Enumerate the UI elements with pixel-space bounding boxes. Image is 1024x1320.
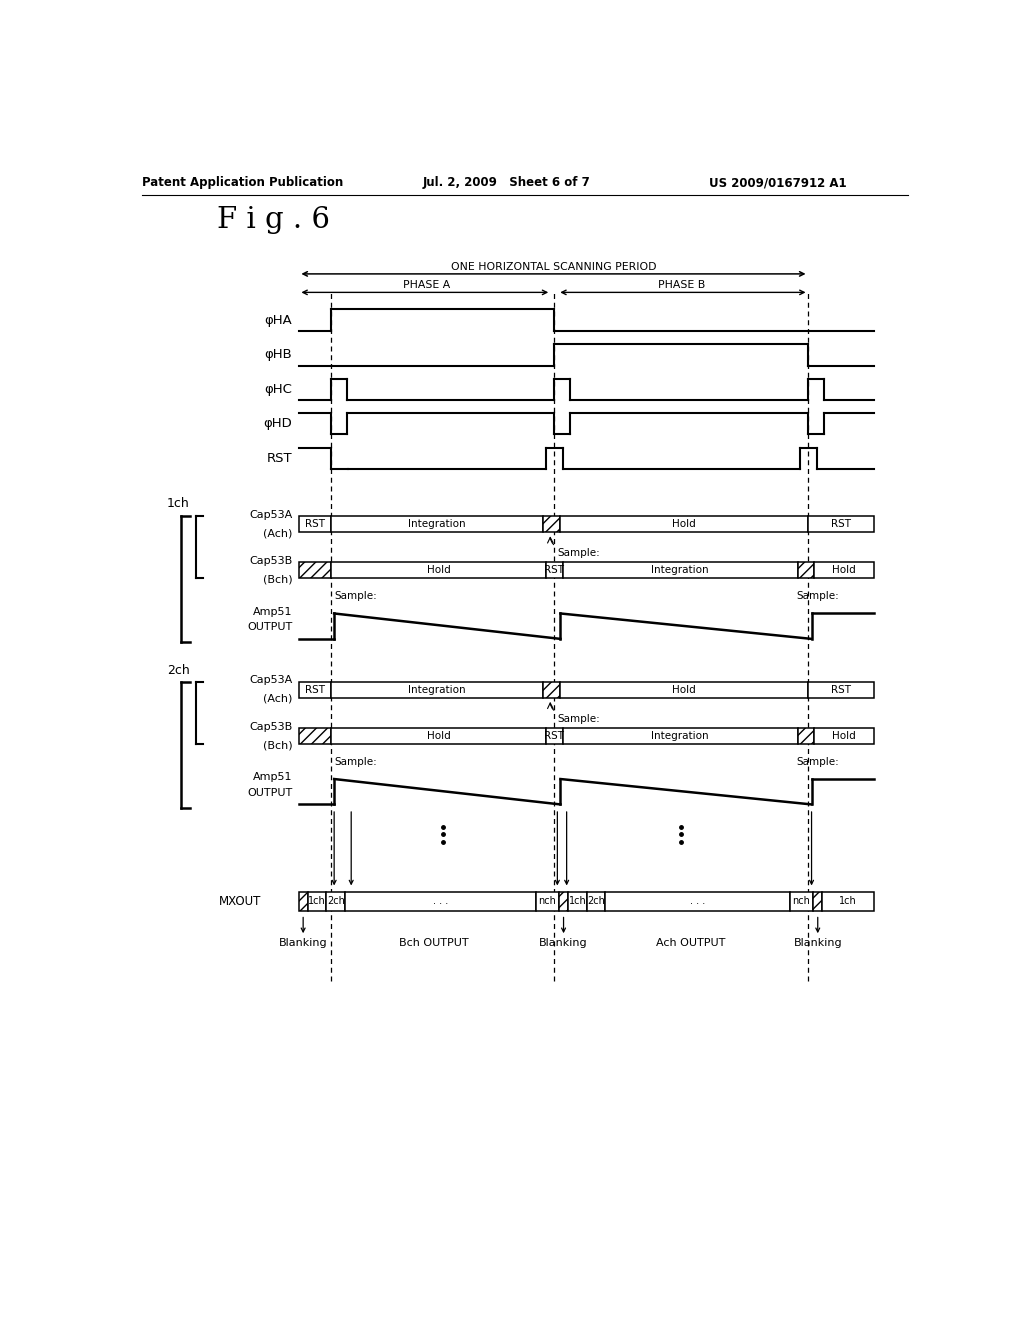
Text: 2ch: 2ch [167, 664, 189, 677]
Bar [331, 562, 546, 578]
Text: RST: RST [544, 565, 564, 576]
Text: Integration: Integration [651, 731, 709, 741]
Text: Amp51: Amp51 [253, 772, 292, 783]
Text: nch: nch [539, 896, 556, 907]
Bar [813, 892, 822, 911]
Bar [790, 892, 813, 911]
Bar [559, 892, 568, 911]
Bar [331, 727, 546, 744]
Bar [605, 892, 790, 911]
Text: Cap53A: Cap53A [249, 510, 292, 520]
Text: Blanking: Blanking [279, 937, 328, 948]
Text: . . .: . . . [690, 896, 706, 907]
Bar [568, 892, 587, 911]
Text: 1ch: 1ch [167, 496, 189, 510]
Bar [299, 892, 308, 911]
Bar [546, 727, 563, 744]
Text: Jul. 2, 2009   Sheet 6 of 7: Jul. 2, 2009 Sheet 6 of 7 [423, 176, 590, 189]
Text: ONE HORIZONTAL SCANNING PERIOD: ONE HORIZONTAL SCANNING PERIOD [451, 261, 656, 272]
Text: nch: nch [793, 896, 810, 907]
Bar [809, 681, 873, 698]
Text: Hold: Hold [672, 685, 696, 694]
Text: Cap53A: Cap53A [249, 676, 292, 685]
Text: Hold: Hold [831, 731, 856, 741]
Bar [814, 727, 873, 744]
Text: (Ach): (Ach) [263, 528, 292, 539]
Bar [546, 562, 563, 578]
Bar [560, 681, 809, 698]
Text: OUTPUT: OUTPUT [247, 622, 292, 632]
Bar [299, 516, 331, 532]
Text: OUTPUT: OUTPUT [247, 788, 292, 797]
Bar [331, 681, 544, 698]
Text: φHA: φHA [264, 314, 292, 326]
Text: PHASE A: PHASE A [402, 280, 450, 290]
Bar [563, 727, 798, 744]
Text: Sample:: Sample: [796, 756, 839, 767]
Text: Cap53B: Cap53B [249, 722, 292, 731]
Bar [299, 727, 331, 744]
Bar [308, 892, 327, 911]
Bar [809, 516, 873, 532]
Text: F i g . 6: F i g . 6 [217, 206, 330, 234]
Text: MXOUT: MXOUT [219, 895, 261, 908]
Bar [822, 892, 873, 911]
Text: Hold: Hold [672, 519, 696, 529]
Text: Sample:: Sample: [334, 591, 377, 601]
Text: RST: RST [544, 731, 564, 741]
Text: Sample:: Sample: [557, 548, 600, 558]
Text: 1ch: 1ch [568, 896, 587, 907]
Text: 1ch: 1ch [839, 896, 857, 907]
Bar [544, 681, 560, 698]
Text: (Bch): (Bch) [263, 741, 292, 750]
Text: RST: RST [305, 519, 325, 529]
Text: 1ch: 1ch [308, 896, 326, 907]
Text: Amp51: Amp51 [253, 607, 292, 616]
Bar [563, 562, 798, 578]
Text: Hold: Hold [427, 565, 451, 576]
Text: φHC: φHC [264, 383, 292, 396]
Text: Ach OUTPUT: Ach OUTPUT [656, 937, 725, 948]
Text: Integration: Integration [651, 565, 709, 576]
Text: (Bch): (Bch) [263, 574, 292, 585]
Text: Hold: Hold [831, 565, 856, 576]
Bar [299, 681, 331, 698]
Text: . . .: . . . [433, 896, 447, 907]
Text: φHB: φHB [264, 348, 292, 362]
Bar [560, 516, 809, 532]
Text: PHASE B: PHASE B [657, 280, 705, 290]
Text: Sample:: Sample: [796, 591, 839, 601]
Bar [798, 727, 814, 744]
Bar [798, 562, 814, 578]
Text: (Ach): (Ach) [263, 694, 292, 704]
Bar [544, 516, 560, 532]
Bar [814, 562, 873, 578]
Text: RST: RST [831, 519, 851, 529]
Text: Sample:: Sample: [334, 756, 377, 767]
Text: RST: RST [305, 685, 325, 694]
Text: US 2009/0167912 A1: US 2009/0167912 A1 [710, 176, 847, 189]
Text: Integration: Integration [409, 685, 466, 694]
Text: Hold: Hold [427, 731, 451, 741]
Text: Patent Application Publication: Patent Application Publication [142, 176, 343, 189]
Text: Cap53B: Cap53B [249, 556, 292, 566]
Bar [345, 892, 536, 911]
Text: RST: RST [831, 685, 851, 694]
Bar [299, 562, 331, 578]
Text: Bch OUTPUT: Bch OUTPUT [398, 937, 468, 948]
Bar [536, 892, 559, 911]
Bar [331, 516, 544, 532]
Text: 2ch: 2ch [327, 896, 345, 907]
Text: Blanking: Blanking [540, 937, 588, 948]
Bar [327, 892, 345, 911]
Text: Sample:: Sample: [557, 714, 600, 723]
Text: φHD: φHD [263, 417, 292, 430]
Bar [587, 892, 605, 911]
Text: RST: RST [266, 453, 292, 465]
Text: Integration: Integration [409, 519, 466, 529]
Text: Blanking: Blanking [794, 937, 842, 948]
Text: 2ch: 2ch [587, 896, 605, 907]
